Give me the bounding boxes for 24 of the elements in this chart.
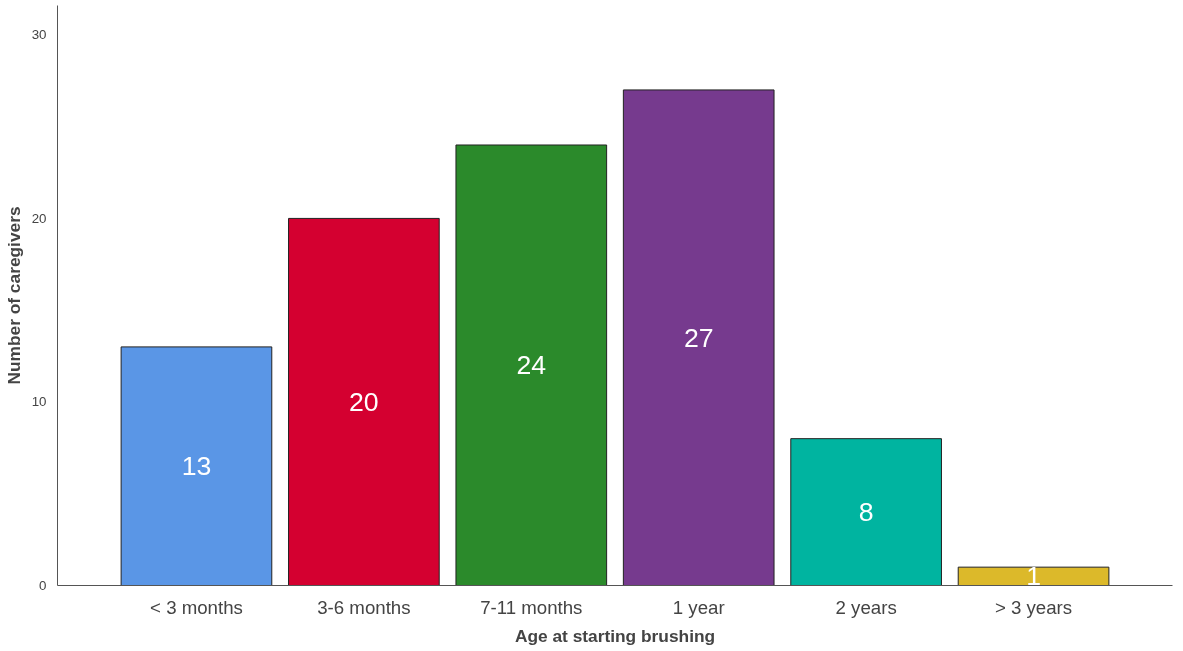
y-tick-label: 30 [31,27,47,43]
x-tick-label: < 3 months [150,596,243,618]
data-label: 1 [1026,561,1041,592]
bar [120,346,273,586]
y-tick-label: 0 [39,578,47,593]
data-label: 8 [858,497,874,528]
y-tick-label: 20 [31,210,47,226]
bar [455,144,608,586]
x-tick-label: 7-11 months [480,596,583,618]
y-tick-label: 10 [31,394,47,410]
bar [790,438,942,586]
x-tick-label: > 3 years [994,596,1073,618]
x-tick-label: 3-6 months [317,596,411,618]
data-label: 13 [181,451,212,482]
bar [957,566,1110,586]
x-tick-label: 2 years [835,596,897,618]
bar [288,217,440,586]
x-tick-label: 1 year [672,596,725,618]
data-label: 27 [683,322,714,353]
data-label: 24 [516,350,547,381]
y-axis-title: Number of caregivers [3,206,24,385]
bar [622,89,775,586]
data-label: 20 [349,386,379,417]
x-axis-title: Age at starting brushing [514,625,716,646]
